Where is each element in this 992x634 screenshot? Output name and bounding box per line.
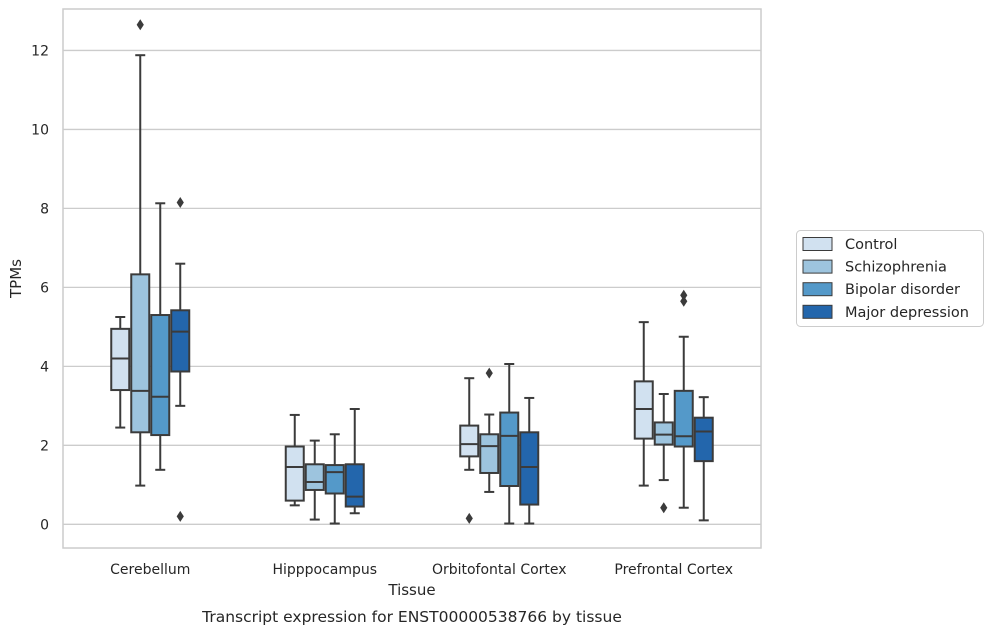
y-axis-label: TPMs xyxy=(7,259,25,299)
box-schizophrenia xyxy=(130,19,151,487)
box-schizophrenia xyxy=(653,393,674,514)
outlier-point xyxy=(680,289,688,301)
outlier-point xyxy=(176,196,184,208)
legend-swatch xyxy=(802,237,833,251)
box-body xyxy=(499,411,520,488)
chart-title: Transcript expression for ENST0000053876… xyxy=(201,608,622,626)
legend-label: Control xyxy=(845,237,897,253)
y-tick-labels: 0 2 4 6 8 10 12 xyxy=(31,43,49,533)
y-tick-label: 6 xyxy=(40,280,49,296)
y-tick-label: 10 xyxy=(31,122,49,138)
box-body xyxy=(324,464,345,495)
legend-label: Bipolar disorder xyxy=(845,282,960,298)
y-tick-label: 2 xyxy=(40,438,49,454)
box-body xyxy=(519,431,540,506)
outlier-point xyxy=(680,295,688,307)
box-major-depression xyxy=(693,396,714,522)
legend-frame xyxy=(796,230,984,327)
box-body xyxy=(653,421,674,446)
y-tick-label: 12 xyxy=(31,43,49,59)
box-body xyxy=(479,433,500,474)
box-major-depression xyxy=(170,196,191,522)
legend-swatch xyxy=(802,282,833,297)
boxes-layer xyxy=(110,19,714,525)
box-bipolar-disorder xyxy=(499,362,520,525)
plot-frame xyxy=(62,8,762,549)
box-schizophrenia xyxy=(479,367,500,493)
outlier-point xyxy=(176,510,184,522)
x-tick-label: Hipppocampus xyxy=(272,562,377,578)
box-bipolar-disorder xyxy=(673,289,694,509)
box-body xyxy=(693,416,714,463)
box-control xyxy=(633,321,654,487)
box-body xyxy=(344,463,365,508)
grid-lines xyxy=(63,49,761,525)
y-tick-label: 8 xyxy=(40,201,49,217)
legend-label: Major depression xyxy=(845,305,969,321)
box-major-depression xyxy=(519,396,540,525)
legend: Control Schizophrenia Bipolar disorder Majo… xyxy=(796,230,984,327)
outlier-point xyxy=(485,367,493,379)
x-tick-label: Prefrontal Cortex xyxy=(614,562,733,578)
box-body xyxy=(459,424,480,458)
box-body xyxy=(673,389,694,448)
x-axis-label: Tissue xyxy=(387,581,435,599)
box-body xyxy=(170,309,191,373)
box-schizophrenia xyxy=(304,439,325,521)
box-control xyxy=(459,377,480,524)
legend-swatch xyxy=(802,259,833,274)
y-tick-label: 0 xyxy=(40,517,49,533)
box-control xyxy=(284,413,305,507)
legend-swatch xyxy=(802,304,833,319)
outlier-point xyxy=(660,502,668,514)
x-tick-label: Cerebellum xyxy=(110,562,190,578)
box-body xyxy=(130,273,151,434)
legend-label: Schizophrenia xyxy=(845,260,947,276)
box-body xyxy=(304,463,325,491)
y-tick-label: 4 xyxy=(40,359,49,375)
box-bipolar-disorder xyxy=(324,433,345,525)
x-tick-label: Orbitofontal Cortex xyxy=(432,562,567,578)
outlier-point xyxy=(465,512,473,524)
box-bipolar-disorder xyxy=(150,202,171,471)
box-major-depression xyxy=(344,408,365,515)
box-body xyxy=(150,314,171,437)
x-tick-labels: Cerebellum Hipppocampus Orbitofontal Corte… xyxy=(110,562,733,578)
box-control xyxy=(110,316,131,429)
outlier-point xyxy=(136,19,144,31)
box-body xyxy=(284,445,305,502)
